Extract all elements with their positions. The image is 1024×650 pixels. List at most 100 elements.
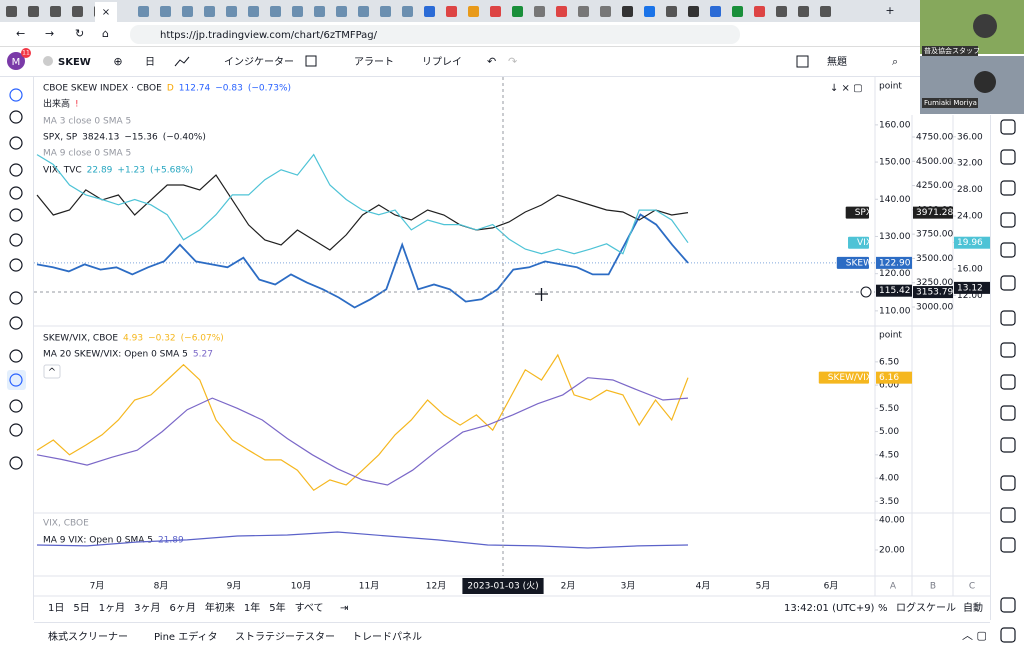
tool-icon[interactable] [9,423,23,437]
scale-letter[interactable]: C [969,582,975,592]
reload[interactable]: ↻ [75,27,84,40]
log-toggle[interactable]: ログスケール [896,601,956,614]
tool-icon[interactable] [9,208,23,222]
side-icon[interactable] [1000,275,1016,291]
range-button[interactable]: 1ヶ月 [99,602,125,614]
search[interactable]: ⌕ [892,55,898,68]
tab-icon[interactable] [512,6,523,17]
plus-button[interactable] [860,286,872,298]
side-icon[interactable] [1000,437,1016,453]
tab-icon[interactable] [798,6,809,17]
tab-icon[interactable] [600,6,611,17]
collapse-button[interactable] [43,364,61,379]
tool-icon[interactable] [9,373,23,387]
tool-icon[interactable] [9,233,23,247]
tab-icon[interactable] [468,6,479,17]
tool-icon[interactable] [9,88,23,102]
side-icon[interactable] [1000,119,1016,135]
tab-close[interactable]: × [102,7,110,18]
side-icon[interactable] [1000,597,1016,613]
active-tab[interactable] [95,2,117,22]
range-button[interactable]: 6ヶ月 [170,602,196,614]
tab-icon[interactable] [336,6,347,17]
auto-toggle[interactable]: 自動 [963,601,983,614]
tab-icon[interactable] [578,6,589,17]
tab-icon[interactable] [380,6,391,17]
tool-icon[interactable] [9,110,23,124]
avatar[interactable] [7,52,25,70]
replay[interactable]: リプレイ [422,56,462,68]
range-button[interactable]: 1日 [48,603,64,614]
templates[interactable] [305,55,317,67]
range-button[interactable]: すべて [295,602,324,614]
tab-icon[interactable] [622,6,633,17]
range-button[interactable]: 1年 [244,601,260,614]
address-bar[interactable] [130,25,740,44]
panel-tab[interactable]: Pine エディタ [154,630,218,643]
tab-icon[interactable] [534,6,545,17]
tab-icon[interactable] [446,6,457,17]
tab-icon[interactable] [732,6,743,17]
panel-tab[interactable]: 株式スクリーナー [48,630,128,643]
tab-icon[interactable] [204,6,215,17]
tab-icon[interactable] [556,6,567,17]
tool-icon[interactable] [9,349,23,363]
goto-date[interactable]: ⇥ [340,603,348,614]
interval[interactable]: 日 [145,57,155,68]
tab-icon[interactable] [138,6,149,17]
tab-icon[interactable] [50,6,61,17]
layout-toggle[interactable] [796,55,809,68]
undo[interactable]: ↶ [487,55,496,68]
new-tab[interactable]: + [885,4,894,17]
tool-icon[interactable] [9,186,23,200]
tab-icon[interactable] [358,6,369,17]
range-button[interactable]: 5年 [269,601,285,614]
tab-icon[interactable] [754,6,765,17]
tab-icon[interactable] [644,6,655,17]
tool-icon[interactable] [9,291,23,305]
side-icon[interactable] [1000,627,1016,643]
tab-icon[interactable] [314,6,325,17]
redo[interactable]: ↷ [508,55,517,68]
side-icon[interactable] [1000,405,1016,421]
tab-icon[interactable] [688,6,699,17]
tab-icon[interactable] [424,6,435,17]
symbol[interactable]: SKEW [58,57,91,68]
side-icon[interactable] [1000,180,1016,196]
tab-icon[interactable] [490,6,501,17]
tab-icon[interactable] [292,6,303,17]
percent-toggle[interactable]: % [878,603,888,614]
side-icon[interactable] [1000,212,1016,228]
tool-icon[interactable] [9,163,23,177]
collapse-panel[interactable]: ︿ ▢ [962,629,987,642]
side-icon[interactable] [1000,342,1016,358]
forward[interactable]: → [45,27,54,40]
range-button[interactable]: 5日 [73,603,89,614]
range-button[interactable]: 年初来 [205,601,235,614]
back[interactable]: ← [16,27,25,40]
side-icon[interactable] [1000,475,1016,491]
tab-icon[interactable] [182,6,193,17]
side-icon[interactable] [1000,310,1016,326]
tab-icon[interactable] [248,6,259,17]
panel-tab[interactable]: ストラテジーテスター [235,631,335,643]
tab-icon[interactable] [820,6,831,17]
layout-name[interactable]: 無題 [827,55,847,68]
tool-icon[interactable] [9,136,23,150]
chart-style[interactable] [174,56,190,67]
scale-letter[interactable]: A [890,582,897,592]
scale-letter[interactable]: B [930,582,936,592]
side-icon[interactable] [1000,507,1016,523]
range-button[interactable]: 3ヶ月 [134,602,160,614]
indicators[interactable]: インジケーター [224,56,294,68]
tab-icon[interactable] [6,6,17,17]
home[interactable]: ⌂ [102,27,109,40]
alert[interactable]: アラート [354,56,394,68]
side-icon[interactable] [1000,537,1016,553]
tab-icon[interactable] [28,6,39,17]
tool-icon[interactable] [9,399,23,413]
pane-control[interactable]: ↓ ⨯ ▢ [830,83,863,94]
collapse-icon[interactable]: ^ [48,367,56,378]
tool-icon[interactable] [9,316,23,330]
side-icon[interactable] [1000,149,1016,165]
